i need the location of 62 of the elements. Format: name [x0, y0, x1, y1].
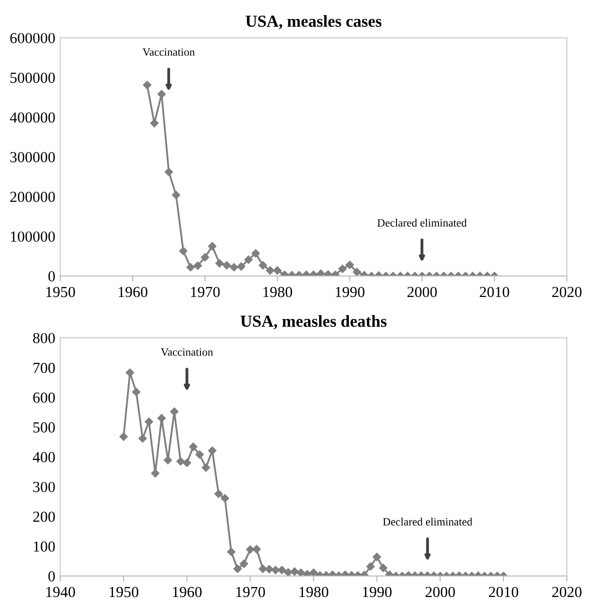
- point: [258, 261, 268, 270]
- y-tick-label: 0: [48, 571, 55, 582]
- x-tick-label: 2010: [488, 586, 518, 598]
- y-tick-label: 600: [33, 392, 55, 403]
- point: [346, 260, 354, 270]
- chart-title: USA, measles deaths: [240, 315, 387, 330]
- x-tick-label: 2000: [407, 286, 437, 298]
- point: [230, 263, 238, 272]
- x-tick-label: 2020: [552, 586, 582, 598]
- annotation: Declared eliminated: [382, 518, 472, 526]
- point: [194, 262, 202, 270]
- point: [186, 263, 195, 272]
- y-tick-label: 300000: [10, 152, 55, 162]
- y-tick-label: 100: [34, 541, 55, 552]
- point: [244, 256, 253, 264]
- x-tick-label: 2010: [480, 286, 510, 298]
- x-tick-label: 1950: [46, 286, 75, 298]
- point: [222, 261, 231, 270]
- point: [150, 119, 158, 128]
- x-tick-label: 1960: [118, 286, 148, 298]
- point: [252, 249, 260, 258]
- x-tick-label: 1980: [300, 586, 328, 598]
- point: [273, 266, 282, 275]
- y-tick-label: 400000: [10, 112, 55, 123]
- point: [215, 259, 224, 268]
- y-tick-label: 0: [48, 271, 55, 282]
- y-tick-label: 400: [32, 452, 55, 462]
- point: [172, 190, 180, 200]
- y-tick-label: 700: [34, 362, 55, 374]
- x-tick-label: 1970: [236, 586, 265, 598]
- x-tick-label: 1990: [336, 286, 364, 298]
- y-tick-label: 200000: [10, 192, 55, 202]
- y-tick-label: 800: [33, 332, 55, 344]
- y-tick-label: 300: [33, 482, 55, 492]
- y-tick-label: 500: [33, 422, 55, 433]
- point: [208, 242, 216, 250]
- x-tick-label: 1980: [263, 286, 292, 298]
- x-tick-label: 1960: [172, 586, 202, 598]
- y-tick-label: 100000: [10, 231, 55, 242]
- point: [179, 246, 188, 256]
- chart-title: USA, measles cases: [246, 15, 382, 30]
- point: [266, 266, 274, 275]
- annotation: Declared eliminated: [377, 218, 467, 227]
- x-tick-label: 1940: [46, 586, 75, 598]
- y-tick-label: 500000: [10, 72, 55, 83]
- x-tick-label: 2020: [552, 286, 582, 298]
- x-tick-label: 1970: [191, 286, 220, 298]
- point: [338, 264, 347, 273]
- point: [143, 80, 152, 90]
- annotation: Vaccination: [160, 348, 213, 356]
- point: [157, 90, 166, 98]
- point: [352, 268, 362, 276]
- x-tick-label: 1990: [362, 586, 392, 598]
- x-tick-label: 2000: [426, 586, 455, 598]
- point: [200, 253, 210, 262]
- point: [237, 262, 246, 271]
- y-tick-label: 600000: [10, 32, 55, 44]
- y-tick-label: 200: [33, 512, 55, 522]
- annotation: Vaccination: [142, 48, 195, 56]
- point: [316, 269, 325, 276]
- point: [164, 168, 173, 176]
- x-tick-label: 1950: [110, 586, 138, 598]
